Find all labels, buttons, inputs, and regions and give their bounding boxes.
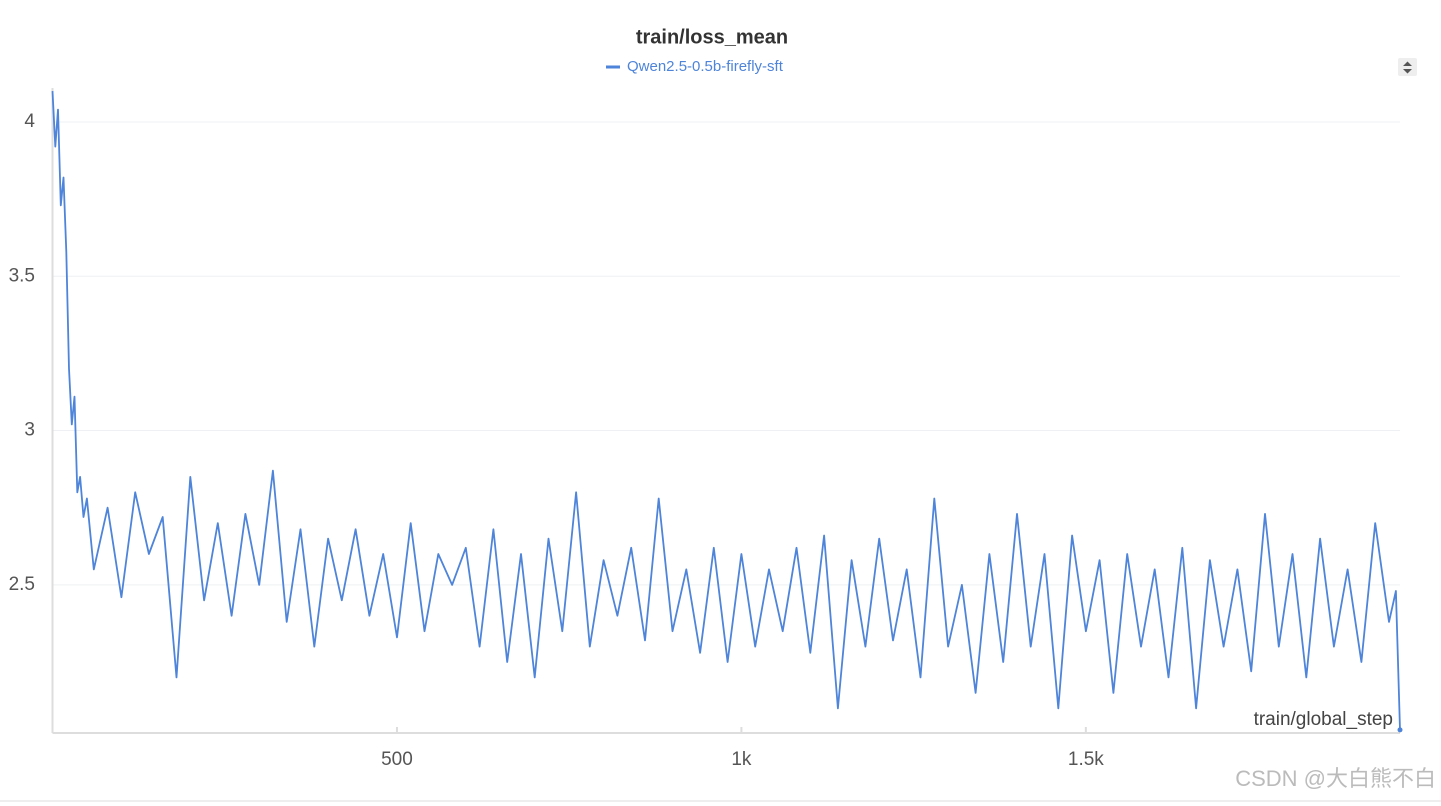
series-line (51, 91, 1401, 730)
watermark: CSDN @大白熊不白 (1235, 766, 1436, 791)
x-tick-label: 1k (731, 749, 752, 770)
chart-title: train/loss_mean (636, 26, 788, 48)
x-tick-label: 1.5k (1068, 749, 1104, 770)
x-axis-label: train/global_step (1254, 709, 1393, 730)
y-tick-label: 3 (24, 420, 35, 441)
x-tick-label: 500 (381, 749, 413, 770)
y-tick-label: 2.5 (9, 574, 35, 595)
y-tick-label: 3.5 (9, 265, 35, 286)
resize-button[interactable] (1398, 58, 1417, 76)
legend-label: Qwen2.5-0.5b-firefly-sft (627, 58, 784, 75)
end-point (1397, 727, 1403, 733)
y-tick-label: 4 (24, 111, 35, 132)
